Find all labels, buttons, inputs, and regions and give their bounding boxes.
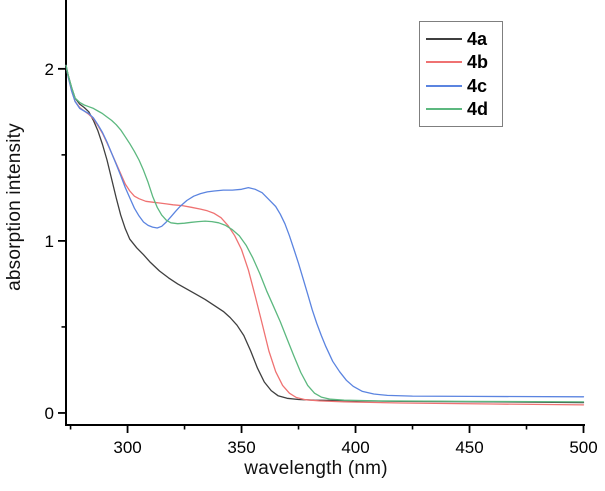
y-tick-label-0: 0 xyxy=(45,404,54,423)
x-axis-title: wavelength (nm) xyxy=(244,458,388,479)
legend-item-4c: 4c xyxy=(426,76,495,96)
x-tick-label-400: 400 xyxy=(341,438,369,457)
legend-item-4a: 4a xyxy=(426,29,495,49)
y-tick-label-2: 2 xyxy=(45,60,54,79)
legend-label-4b: 4b xyxy=(467,52,489,73)
x-tick-label-300: 300 xyxy=(113,438,141,457)
x-tick-label-500: 500 xyxy=(569,438,597,457)
series-curve-4d xyxy=(65,64,585,403)
legend-line-4b xyxy=(426,61,462,64)
legend-line-4c xyxy=(426,84,462,87)
series-curve-4b xyxy=(65,64,585,406)
y-tick-label-1: 1 xyxy=(45,232,54,251)
legend-line-4d xyxy=(426,107,462,110)
legend-item-4d: 4d xyxy=(426,99,495,119)
legend-line-4a xyxy=(426,38,462,40)
series-curve-4c xyxy=(65,64,585,398)
x-tick-label-350: 350 xyxy=(227,438,255,457)
legend: 4a 4b 4c 4d xyxy=(419,21,503,127)
legend-label-4c: 4c xyxy=(467,75,488,96)
y-axis-title: absorption intensity xyxy=(4,123,25,291)
x-tick-label-450: 450 xyxy=(455,438,483,457)
legend-label-4d: 4d xyxy=(467,98,489,119)
legend-item-4b: 4b xyxy=(426,52,495,72)
legend-label-4a: 4a xyxy=(467,29,488,49)
series-curve-4a xyxy=(65,64,585,404)
